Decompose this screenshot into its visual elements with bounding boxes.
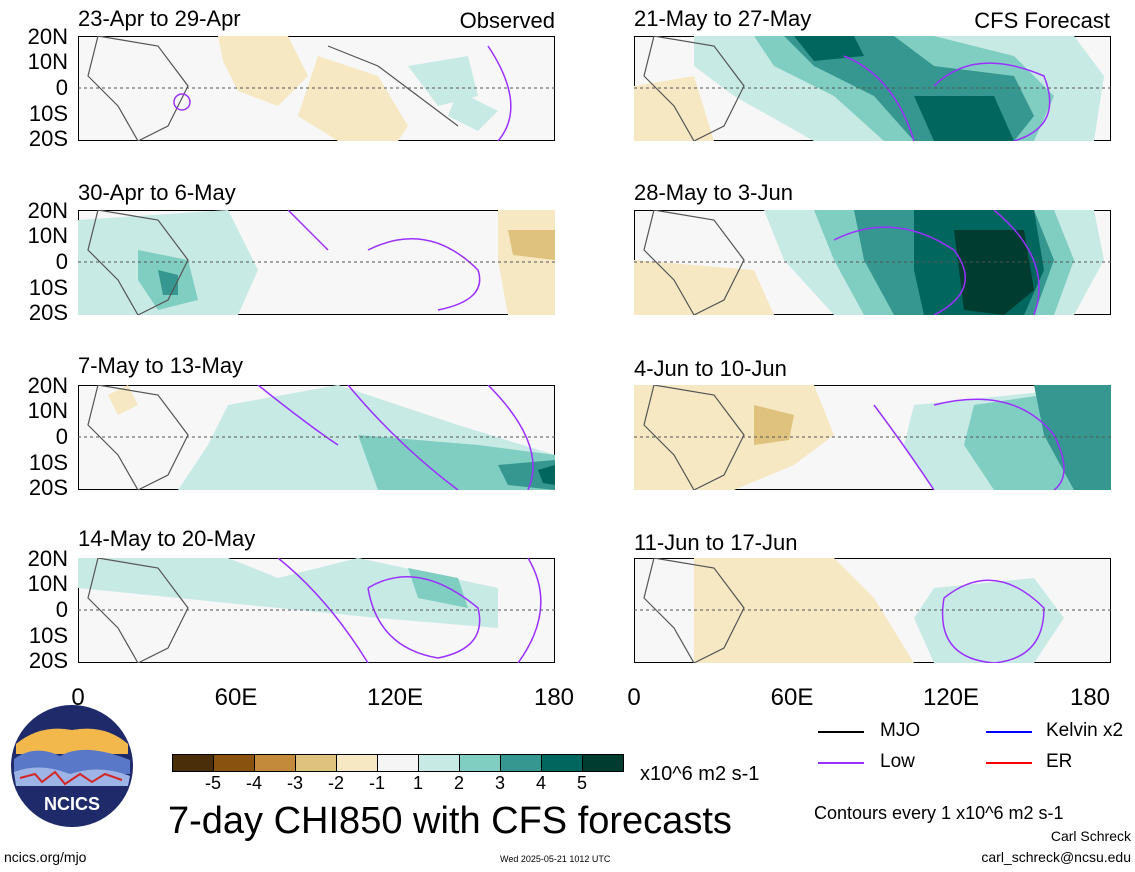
lon-label: 0 [627, 684, 641, 711]
lon-label: 60E [770, 684, 814, 711]
lon-label: 180 [533, 684, 575, 711]
legend-swatch [295, 754, 337, 772]
key-line-kelvin [986, 731, 1032, 733]
lat-label: 20S [28, 648, 68, 673]
map-panel-7 [634, 385, 1111, 490]
lon-label: 120E [922, 684, 980, 711]
map-panel-1 [78, 36, 555, 141]
lon-label: 180 [1069, 684, 1111, 711]
lat-label: 20N [27, 198, 68, 223]
map-panel-4 [78, 558, 555, 663]
timestamp: Wed 2025-05-21 1012 UTC [500, 854, 611, 864]
map-panel-6 [634, 210, 1111, 315]
lat-label: 20N [27, 373, 68, 398]
author-email[interactable]: carl_schreck@ncsu.edu [981, 849, 1131, 865]
legend-value: 3 [494, 773, 505, 793]
author-name: Carl Schreck [1050, 828, 1131, 844]
legend-swatch [254, 754, 296, 772]
panel-tag-observed: Observed [459, 8, 555, 33]
lat-label: 0 [55, 424, 68, 449]
figure-title: 7-day CHI850 with CFS forecasts [168, 800, 732, 842]
lat-label: 20N [27, 546, 68, 571]
map-panel-2 [78, 210, 555, 315]
legend-swatch [377, 754, 419, 772]
svg-text:NCICS: NCICS [44, 794, 100, 814]
legend-swatch [418, 754, 460, 772]
legend-value: 4 [535, 773, 546, 793]
lat-label: 10S [28, 101, 68, 126]
legend-swatch [336, 754, 378, 772]
lat-label: 10S [28, 623, 68, 648]
panel-title: 30-Apr to 6-May [78, 180, 236, 205]
lat-label: 20N [27, 24, 68, 49]
lon-label: 0 [71, 684, 85, 711]
key-label-low: Low [880, 751, 915, 772]
legend-swatch [500, 754, 542, 772]
key-line-er [986, 762, 1032, 764]
key-label-kelvin: Kelvin x2 [1046, 720, 1124, 741]
lat-label: 10S [28, 275, 68, 300]
lat-label: 10N [27, 571, 68, 596]
legend-swatch [459, 754, 501, 772]
lon-label: 120E [366, 684, 424, 711]
legend-value: -1 [368, 773, 385, 793]
contour-note: Contours every 1 x10^6 m2 s-1 [814, 803, 1064, 823]
lat-label: 10N [27, 223, 68, 248]
legend-value: -4 [245, 773, 262, 793]
legend-value: -5 [204, 773, 221, 793]
site-url[interactable]: ncics.org/mjo [4, 849, 87, 865]
panel-title: 7-May to 13-May [78, 353, 244, 378]
lat-label: 0 [55, 249, 68, 274]
lat-label: 10N [27, 49, 68, 74]
lon-label: 60E [214, 684, 258, 711]
panel-title: 4-Jun to 10-Jun [634, 356, 787, 381]
legend-value: 1 [412, 773, 423, 793]
legend-swatch [213, 754, 255, 772]
key-label-er: ER [1046, 751, 1073, 772]
lat-label: 20S [28, 126, 68, 151]
panel-title: 21-May to 27-May [634, 6, 812, 31]
lat-label: 10N [27, 398, 68, 423]
lat-label: 10S [28, 450, 68, 475]
legend-value: 2 [453, 773, 464, 793]
lat-label: 0 [55, 597, 68, 622]
legend-swatch [541, 754, 583, 772]
panel-title: 14-May to 20-May [78, 526, 256, 551]
key-line-low [818, 762, 864, 764]
map-panel-8 [634, 558, 1111, 663]
panel-title: 23-Apr to 29-Apr [78, 6, 241, 31]
legend-units: x10^6 m2 s-1 [640, 763, 760, 785]
lat-label: 0 [55, 75, 68, 100]
map-panel-3 [78, 385, 555, 490]
legend-value: -3 [286, 773, 303, 793]
ncics-logo: NCICS [11, 705, 133, 827]
panel-title: 28-May to 3-Jun [634, 180, 793, 205]
panel-title: 11-Jun to 17-Jun [634, 530, 798, 555]
key-label-mjo: MJO [880, 720, 921, 741]
legend-value: -2 [327, 773, 344, 793]
map-panel-5 [634, 36, 1111, 141]
key-line-mjo [818, 731, 864, 733]
lat-label: 20S [28, 300, 68, 325]
lat-label: 20S [28, 475, 68, 500]
legend-value: 5 [576, 773, 587, 793]
legend-swatch [582, 754, 624, 772]
panel-tag-forecast: CFS Forecast [974, 8, 1110, 33]
legend-swatch [172, 754, 214, 772]
